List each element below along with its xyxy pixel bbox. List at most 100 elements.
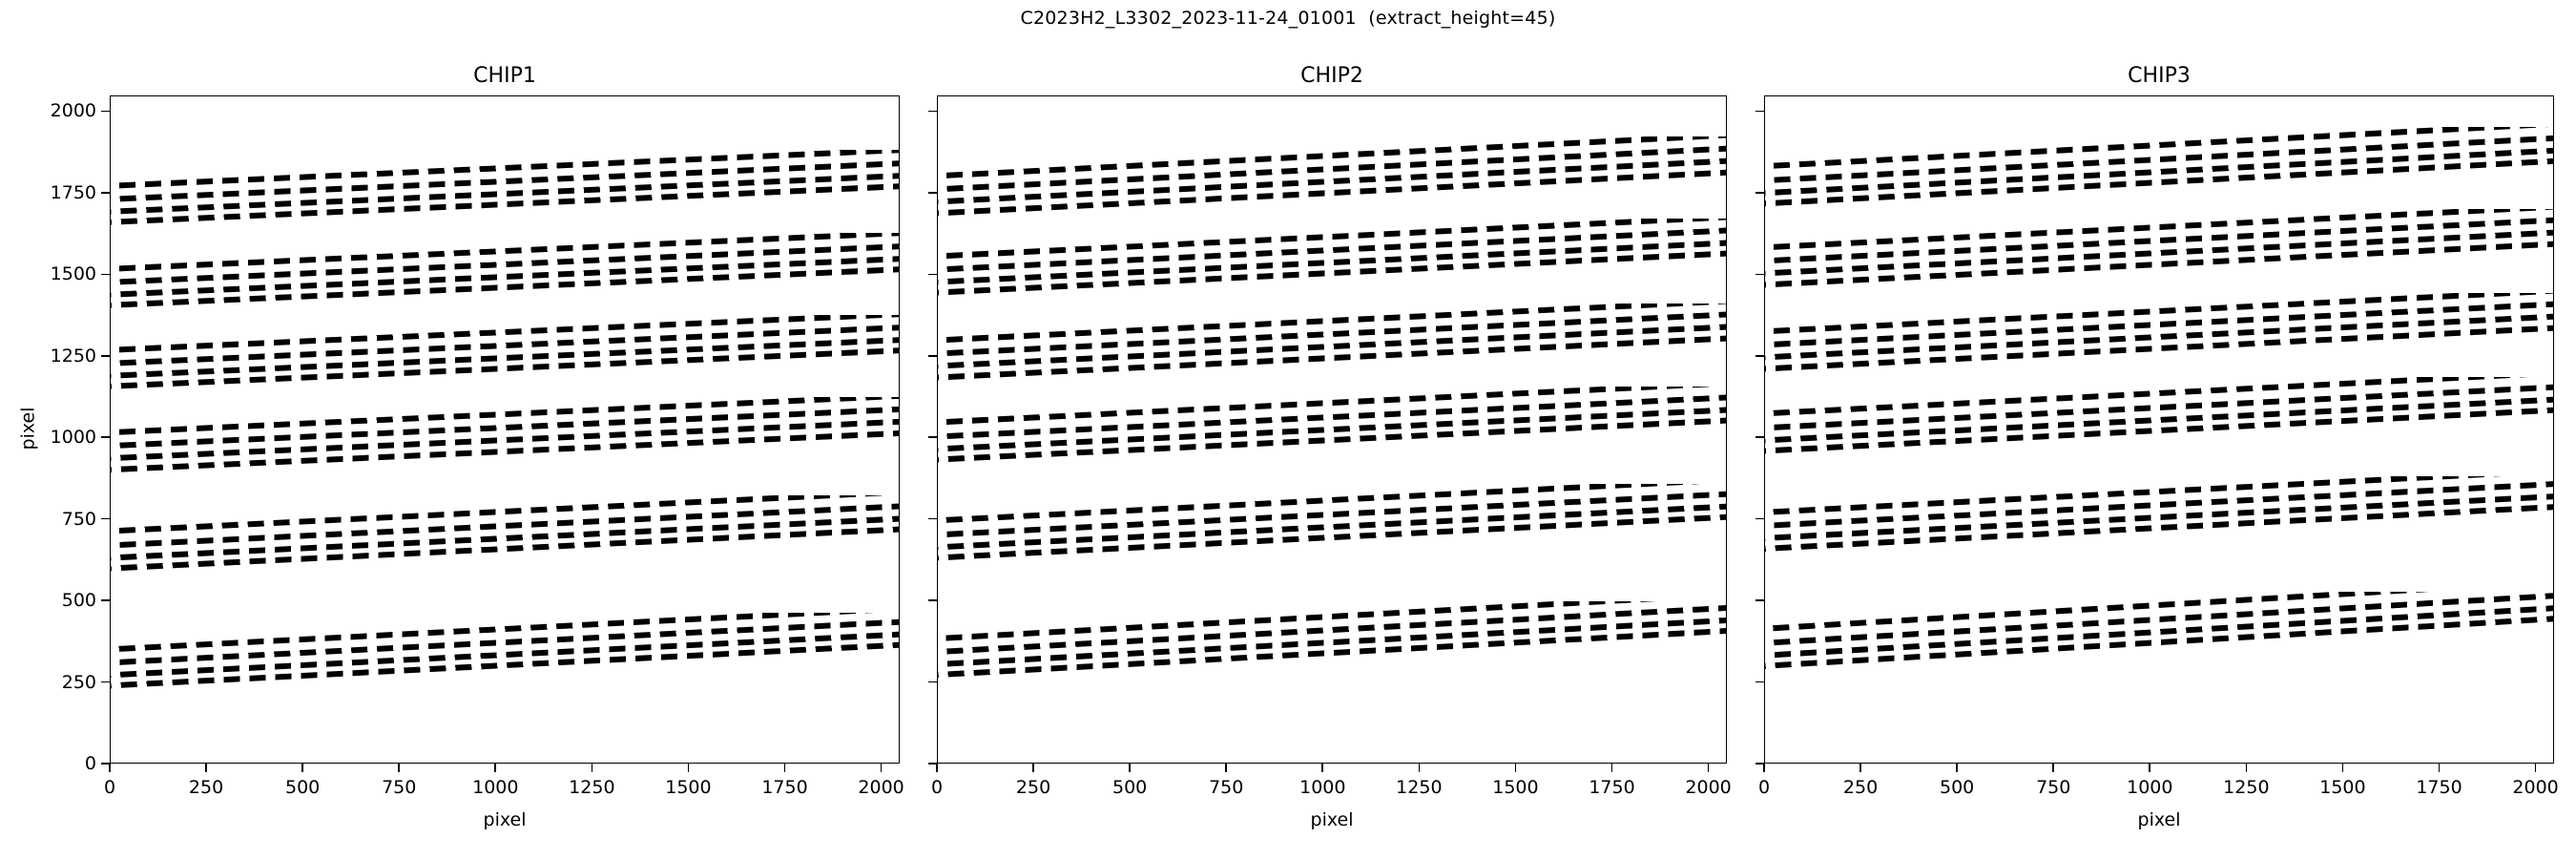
x-axis-tick (2438, 764, 2441, 772)
spectral-order-band (1765, 376, 2553, 472)
y-axis-tick-label: 250 (61, 671, 96, 693)
x-axis-tick (2149, 764, 2151, 772)
x-axis-tick (1129, 764, 1131, 772)
order-noise-texture (111, 495, 899, 589)
y-axis-tick (928, 192, 937, 194)
extraction-trace-line (111, 613, 899, 653)
x-axis-tick-label: 2000 (1685, 777, 1732, 798)
order-noise-texture (938, 218, 1726, 312)
x-axis-tick-label: 1500 (2319, 777, 2366, 798)
x-axis-tick-label: 1750 (1589, 777, 1635, 798)
extraction-trace-line (938, 303, 1726, 345)
panel-chip1: CHIP1 0 250 500 750 1000 1250 1500 1750 2000 0 250 5… (17, 64, 904, 830)
extraction-trace-line (1765, 376, 2553, 418)
panel-title-chip3: CHIP3 (2128, 64, 2191, 88)
order-noise-texture (111, 397, 899, 489)
x-axis-tick-label: 250 (1015, 777, 1051, 798)
x-axis-tick-label: 1000 (472, 777, 519, 798)
spectral-order-band (111, 613, 899, 708)
extraction-trace-line (1765, 503, 2553, 553)
spectral-order-band (1765, 592, 2553, 694)
y-axis-tick (928, 273, 937, 276)
x-axis-label: pixel (2137, 809, 2181, 830)
x-axis-tick (687, 764, 690, 772)
plot-area-chip1[interactable] (110, 95, 900, 764)
y-axis-tick (101, 517, 110, 520)
x-axis-tick (2534, 764, 2537, 772)
x-axis-tick (1610, 764, 1613, 772)
x-axis-tick-label: 1250 (569, 777, 615, 798)
y-axis-tick (928, 763, 937, 765)
spectral-order-band (111, 150, 899, 241)
y-axis-label: pixel (17, 407, 39, 450)
x-axis-tick-label: 750 (382, 777, 417, 798)
spectral-order-band (938, 601, 1726, 701)
x-axis-tick-label: 1250 (1396, 777, 1443, 798)
x-axis-tick-label: 500 (1940, 777, 1975, 798)
y-axis-tick (101, 763, 110, 765)
y-axis-tick-label: 0 (84, 753, 96, 774)
x-axis-tick (398, 764, 401, 772)
y-axis-tick (1755, 599, 1764, 601)
order-noise-texture (111, 314, 899, 406)
spectral-order-band (111, 495, 899, 589)
x-axis-tick-label: 250 (188, 777, 224, 798)
y-axis-tick (1755, 681, 1764, 683)
y-axis-tick (928, 599, 937, 601)
spectral-order-band (1765, 475, 2553, 573)
y-axis-tick (1755, 192, 1764, 194)
x-axis-tick-label: 0 (103, 777, 116, 798)
y-axis-tick-label: 1750 (50, 181, 96, 203)
y-axis-tick (1755, 273, 1764, 276)
spectral-order-band (1765, 293, 2553, 388)
x-axis-tick-label: 500 (1112, 777, 1148, 798)
plot-area-chip3[interactable] (1764, 95, 2554, 764)
x-axis-tick (783, 764, 786, 772)
extraction-trace-line (111, 495, 899, 535)
x-axis-tick (109, 764, 111, 772)
panel-chip3: CHIP3 0 250 500 750 1000 1250 1500 1750 2000 pixel (1755, 64, 2559, 830)
order-noise-texture (1765, 293, 2553, 388)
extraction-trace-line (1765, 293, 2553, 335)
extraction-trace-line (938, 484, 1726, 525)
x-axis-tick (2245, 764, 2248, 772)
x-axis-tick-label: 1000 (2127, 777, 2173, 798)
figure-suptitle: C2023H2_L3302_2023-11-24_01001 (extract_… (1020, 8, 1556, 29)
plot-area-chip2[interactable] (937, 95, 1727, 764)
x-axis-tick (1763, 764, 1765, 772)
y-axis-tick (928, 110, 937, 113)
x-axis-tick-label: 750 (1209, 777, 1244, 798)
order-noise-texture (1765, 592, 2553, 694)
spectral-order-band (938, 386, 1726, 480)
x-axis-tick (2341, 764, 2344, 772)
x-axis-tick (205, 764, 207, 772)
x-axis-tick-label: 1000 (1299, 777, 1346, 798)
x-axis-label: pixel (483, 809, 527, 830)
y-axis-tick (101, 110, 110, 113)
x-axis-label: pixel (1310, 809, 1354, 830)
x-axis-tick (301, 764, 303, 772)
x-axis-tick (1321, 764, 1324, 772)
y-axis-tick-label: 2000 (50, 100, 96, 122)
y-axis-tick-label: 1500 (50, 263, 96, 285)
x-axis-tick-label: 250 (1842, 777, 1879, 798)
x-axis-tick (591, 764, 593, 772)
spectral-order-band (1765, 208, 2553, 304)
x-axis-tick (1859, 764, 1861, 772)
x-axis-tick-label: 1250 (2223, 777, 2270, 798)
y-axis-tick (101, 273, 110, 276)
y-axis-tick (1755, 436, 1764, 438)
y-axis-tick (1755, 110, 1764, 113)
x-axis-tick-label: 2000 (858, 777, 904, 798)
panel-title-chip1: CHIP1 (473, 64, 536, 88)
x-axis-tick (1225, 764, 1228, 772)
spectral-order-band (111, 314, 899, 406)
order-noise-texture (111, 150, 899, 241)
extraction-trace-line (1765, 603, 2553, 660)
y-axis-tick (101, 599, 110, 601)
y-axis-tick-label: 750 (61, 508, 96, 530)
x-axis-tick (1418, 764, 1421, 772)
order-noise-texture (938, 484, 1726, 579)
x-axis-tick (1514, 764, 1517, 772)
